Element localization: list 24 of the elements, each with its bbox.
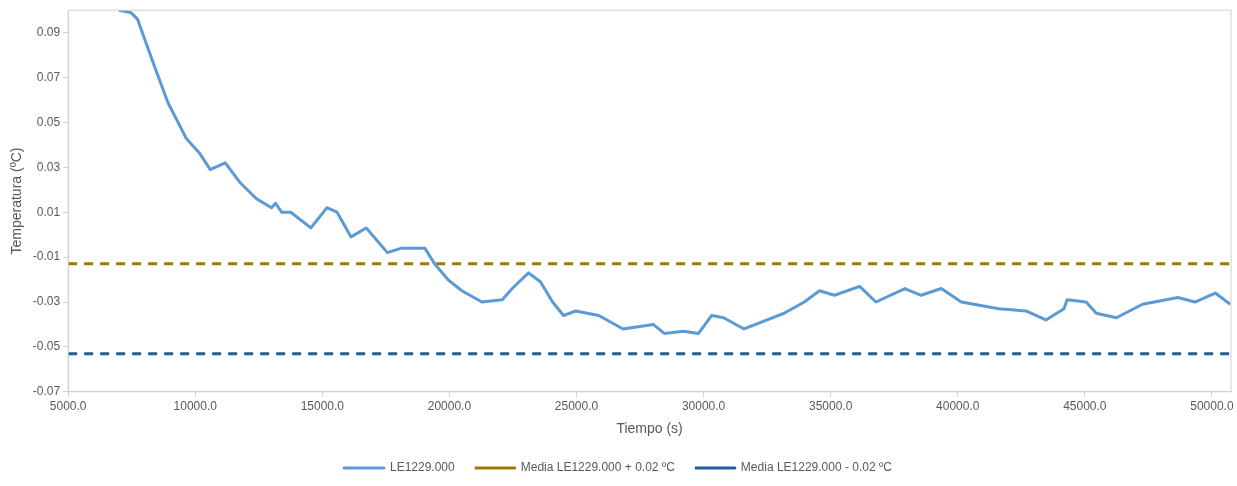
x-tick-label: 25000.0 [554, 399, 599, 414]
x-tick-label: 5000.0 [49, 399, 87, 414]
x-axis-title: Tiempo (s) [616, 420, 683, 437]
x-tick-label: 15000.0 [300, 399, 345, 414]
x-tick-label: 30000.0 [681, 399, 726, 414]
legend-label: Media LE1229.000 + 0.02 ºC [520, 460, 676, 475]
x-tick-label: 50000.0 [1190, 399, 1234, 414]
y-tick-label: -0.01 [32, 249, 61, 264]
y-tick-label: -0.07 [32, 384, 61, 399]
y-tick-label: 0.09 [36, 24, 61, 39]
x-tick-label: 45000.0 [1063, 399, 1107, 414]
legend-label: Media LE1229.000 - 0.02 ºC [740, 460, 893, 475]
y-tick-label: -0.03 [32, 294, 61, 309]
y-tick-label: -0.05 [32, 339, 61, 354]
y-tick-label: 0.07 [36, 69, 61, 84]
legend-label: LE1229.000 [389, 460, 456, 475]
y-tick-label: 0.05 [36, 114, 61, 129]
y-tick-label: 0.01 [36, 204, 61, 219]
x-tick-label: 35000.0 [808, 399, 853, 414]
y-tick-label: 0.03 [36, 159, 61, 174]
x-tick-label: 20000.0 [427, 399, 472, 414]
x-tick-label: 40000.0 [936, 399, 980, 414]
x-tick-label: 10000.0 [173, 399, 218, 414]
y-axis-title: Temperatura (ºC) [8, 147, 25, 255]
